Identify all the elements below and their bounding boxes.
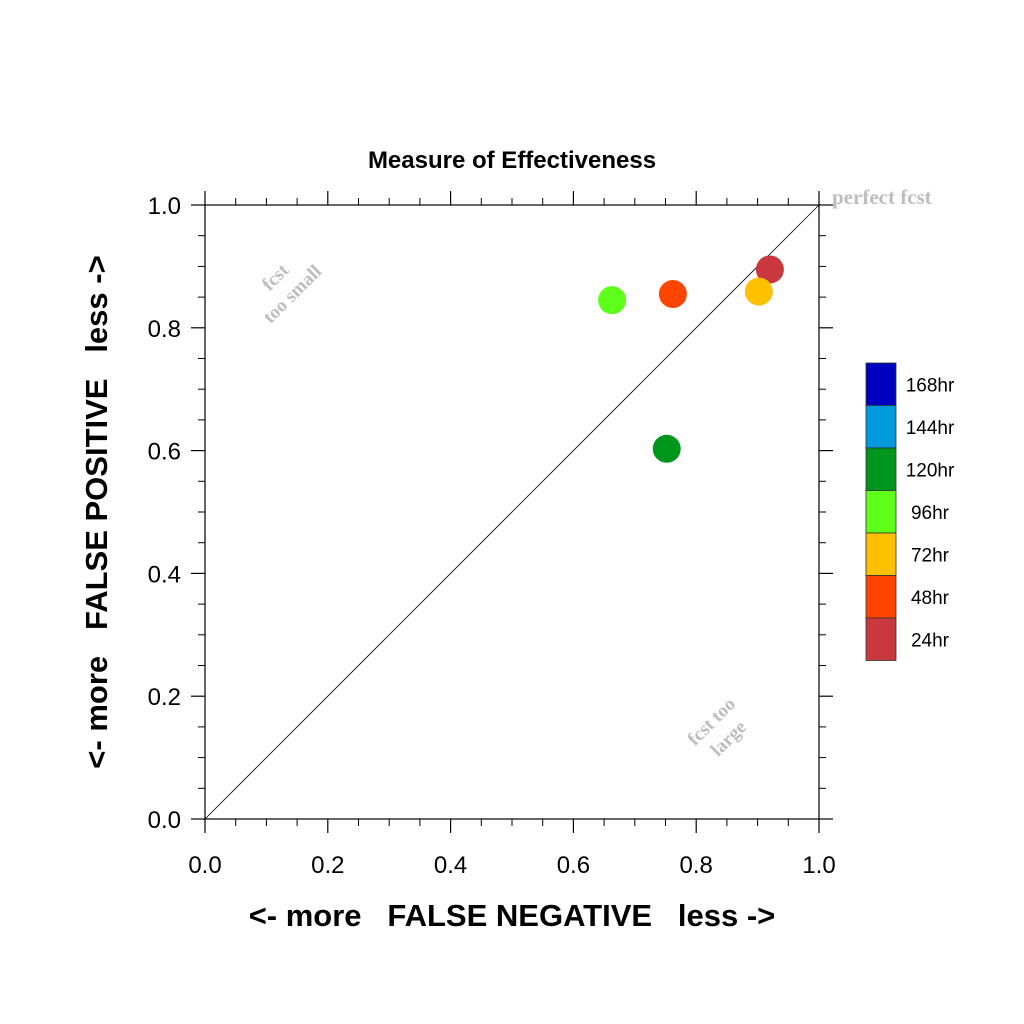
x-axis-label: <- more FALSE NEGATIVE less -> (249, 898, 776, 933)
legend-swatch-96hr (865, 490, 897, 534)
legend-label: 24hr (911, 630, 950, 651)
axis-ticks (191, 191, 833, 833)
data-point-96hr (598, 286, 627, 315)
y-tick-label: 0.6 (148, 439, 181, 466)
data-point-48hr (658, 280, 687, 309)
legend-swatch-120hr (865, 447, 897, 491)
x-tick-labels: 0.0 0.2 0.4 0.6 0.8 1.0 (188, 852, 835, 879)
legend: 168hr 144hr 120hr 96hr 72hr 48hr 24hr (865, 362, 955, 661)
y-tick-label: 1.0 (148, 193, 181, 220)
legend-label: 144hr (906, 418, 955, 439)
x-tick-label: 0.8 (680, 852, 713, 879)
y-tick-label: 0.2 (148, 684, 181, 711)
diagonal-line (204, 204, 820, 820)
data-point-72hr (744, 277, 773, 306)
legend-swatch-72hr (865, 532, 897, 576)
data-point-24hr (755, 255, 784, 284)
chart-title: Measure of Effectiveness (368, 147, 656, 174)
legend-label: 48hr (911, 588, 950, 609)
y-tick-label: 0.4 (148, 561, 181, 588)
annotation-perfect-fcst: perfect fcst (832, 185, 932, 209)
legend-label: 96hr (911, 503, 950, 524)
y-tick-labels: 0.0 0.2 0.4 0.6 0.8 1.0 (148, 193, 181, 834)
x-tick-label: 0.4 (434, 852, 467, 879)
legend-swatch-168hr (865, 362, 897, 406)
legend-label: 120hr (906, 460, 955, 481)
data-points (598, 255, 784, 463)
legend-label: 168hr (906, 375, 955, 396)
x-tick-label: 0.0 (188, 852, 221, 879)
legend-swatch-144hr (865, 405, 897, 449)
y-tick-label: 0.8 (148, 316, 181, 343)
x-tick-label: 0.6 (557, 852, 590, 879)
x-tick-label: 1.0 (802, 852, 835, 879)
x-tick-label: 0.2 (311, 852, 344, 879)
y-tick-label: 0.0 (148, 807, 181, 834)
legend-label: 72hr (911, 545, 950, 566)
y-axis-label: <- more FALSE POSITIVE less -> (79, 255, 114, 768)
legend-swatch-48hr (865, 575, 897, 619)
legend-swatch-24hr (865, 617, 897, 661)
data-point-120hr (652, 434, 681, 463)
